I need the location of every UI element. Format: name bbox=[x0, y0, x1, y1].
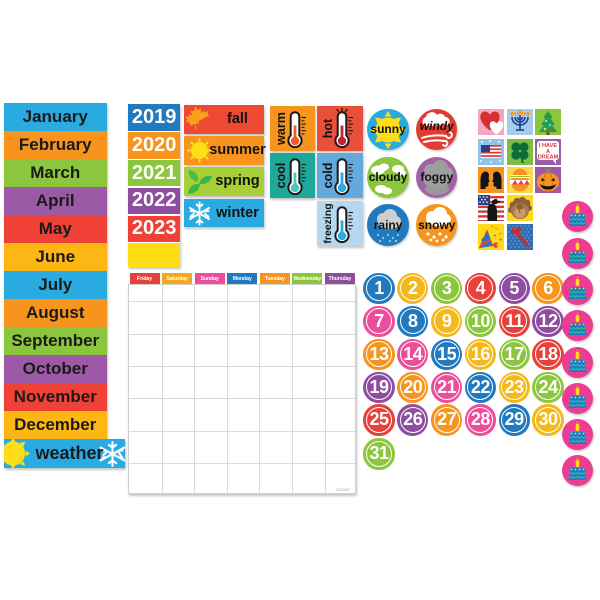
svg-text:cold: cold bbox=[321, 163, 335, 189]
svg-text:A: A bbox=[546, 148, 550, 154]
svg-text:DREAM: DREAM bbox=[538, 154, 559, 160]
svg-text:I HAVE: I HAVE bbox=[539, 143, 558, 149]
svg-text:freezing: freezing bbox=[322, 203, 334, 243]
svg-text:cool: cool bbox=[274, 163, 288, 189]
svg-text:hot: hot bbox=[321, 117, 335, 137]
svg-text:warm: warm bbox=[274, 112, 288, 146]
